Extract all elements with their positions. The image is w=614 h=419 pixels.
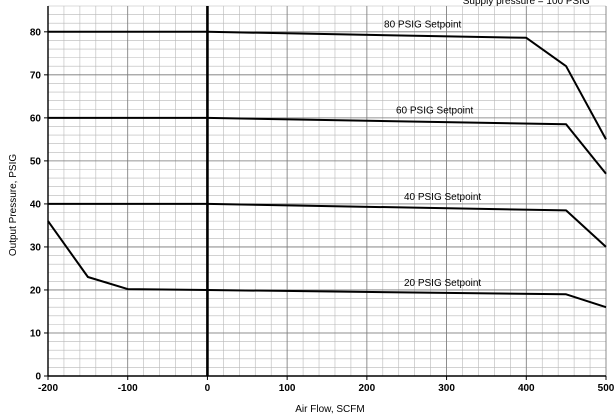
y-tick-label: 30 [30,242,42,253]
x-tick-label: 0 [205,383,211,394]
x-tick-label: 100 [279,383,296,394]
setpoint-curve-1 [48,30,607,140]
y-tick-label: 80 [30,27,42,38]
series-layer [47,30,607,309]
y-axis-label: Output Pressure, PSIG [8,154,19,256]
setpoint-curve-3 [48,202,607,248]
minor-grid [47,5,607,377]
major-grid [44,6,607,380]
x-tick-label: 400 [518,383,535,394]
annotation-5: 20 PSIG Setpoint [404,278,481,289]
x-tick-label: -100 [118,383,138,394]
y-tick-label: 70 [30,70,42,81]
annotations: Supply pressure = 100 PSIG 80 PSIG Setpoi… [384,0,590,289]
setpoint-curve-2 [48,116,607,175]
x-tick-label: -200 [38,383,58,394]
x-tick-label: 200 [359,383,376,394]
y-tick-label: 60 [30,113,42,124]
x-axis-label: Air Flow, SCFM [295,404,364,415]
annotation-2: 80 PSIG Setpoint [384,20,461,31]
y-tick-label: 0 [35,372,41,383]
annotation-1: Supply pressure = 100 PSIG [463,0,590,7]
x-tick-label: 300 [438,383,455,394]
setpoint-curve-4 [47,220,607,309]
annotation-4: 40 PSIG Setpoint [404,192,481,203]
y-tick-label: 40 [30,199,42,210]
tick-labels: -200 -100 0 100 200 300 400 500 0 10 20 30 40 50 60 70 8… [30,27,614,394]
y-tick-label: 10 [30,328,42,339]
y-tick-label: 50 [30,156,42,167]
y-tick-label: 20 [30,285,42,296]
x-tick-label: 500 [598,383,614,394]
annotation-3: 60 PSIG Setpoint [396,106,473,117]
